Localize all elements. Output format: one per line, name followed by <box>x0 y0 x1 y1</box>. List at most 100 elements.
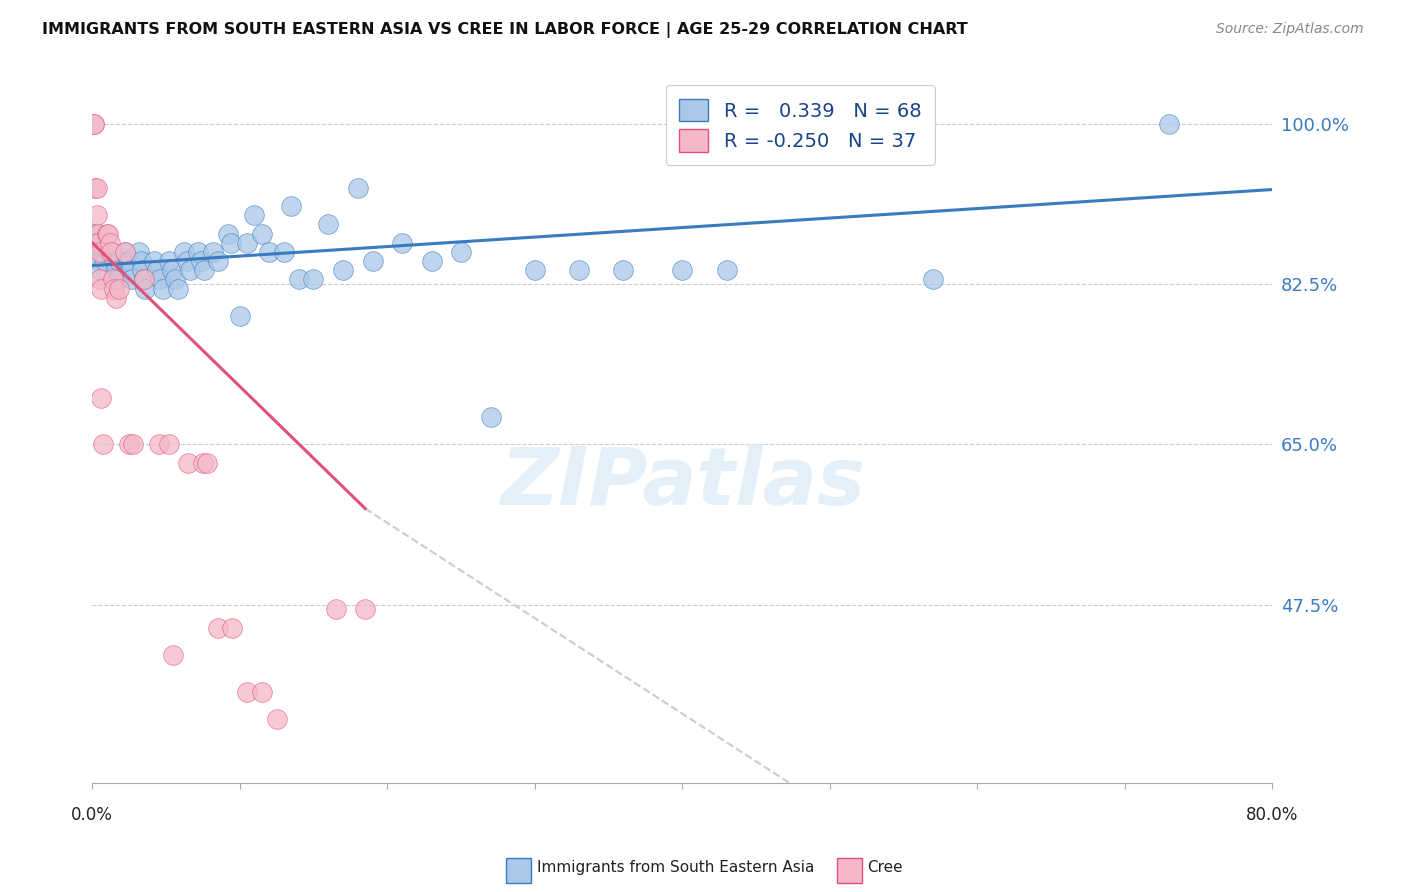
Point <box>190 254 212 268</box>
Point <box>176 254 198 268</box>
Point <box>83 116 105 130</box>
Legend: R =   0.339   N = 68, R = -0.250   N = 37: R = 0.339 N = 68, R = -0.250 N = 37 <box>665 86 935 165</box>
Point <box>89 235 111 250</box>
Point <box>207 621 229 635</box>
Point <box>98 235 121 250</box>
Point <box>114 244 136 259</box>
Point <box>89 272 111 286</box>
Point <box>179 263 201 277</box>
Point <box>922 272 945 286</box>
Point <box>612 263 634 277</box>
Point <box>100 244 122 259</box>
Point <box>157 254 180 268</box>
Point <box>105 272 128 286</box>
Point <box>207 254 229 268</box>
Point <box>266 712 288 726</box>
Point <box>228 309 250 323</box>
Point <box>287 272 309 286</box>
Point <box>568 263 591 277</box>
Text: IMMIGRANTS FROM SOUTH EASTERN ASIA VS CREE IN LABOR FORCE | AGE 25-29 CORRELATIO: IMMIGRANTS FROM SOUTH EASTERN ASIA VS CR… <box>42 22 967 38</box>
Point <box>143 254 166 268</box>
Point <box>361 254 384 268</box>
Text: 80.0%: 80.0% <box>1246 806 1299 824</box>
Point <box>120 263 142 277</box>
Point <box>166 281 188 295</box>
Point <box>101 244 124 259</box>
Point <box>236 235 259 250</box>
Point <box>157 437 180 451</box>
Point <box>162 648 184 662</box>
Point <box>114 244 136 259</box>
Point <box>91 437 114 451</box>
Point <box>173 244 195 259</box>
Point <box>97 227 120 241</box>
Point <box>148 437 170 451</box>
Point <box>84 180 107 194</box>
Point <box>103 281 125 295</box>
Point <box>146 263 169 277</box>
Point <box>332 263 354 277</box>
Point <box>86 180 108 194</box>
Point <box>236 685 259 699</box>
Point <box>250 685 273 699</box>
Point <box>128 244 150 259</box>
Text: Source: ZipAtlas.com: Source: ZipAtlas.com <box>1216 22 1364 37</box>
Point <box>89 263 111 277</box>
Point <box>122 437 145 451</box>
Point <box>129 254 152 268</box>
Point <box>523 263 546 277</box>
Point <box>101 272 124 286</box>
Point <box>273 244 295 259</box>
Point <box>94 254 117 268</box>
Point <box>346 180 368 194</box>
Point <box>104 291 127 305</box>
Point <box>163 272 186 286</box>
Point <box>217 227 239 241</box>
Point <box>87 235 110 250</box>
Point <box>250 227 273 241</box>
Point <box>450 244 472 259</box>
Point <box>195 456 218 470</box>
Point <box>83 235 105 250</box>
Point <box>221 621 243 635</box>
Point <box>107 272 129 286</box>
Point <box>118 437 141 451</box>
Point <box>316 218 339 232</box>
Point <box>91 244 114 259</box>
Point <box>479 409 502 424</box>
Point <box>96 227 118 241</box>
Point <box>1159 116 1181 130</box>
Point <box>354 602 377 616</box>
Point <box>219 235 242 250</box>
Point <box>98 244 121 259</box>
Point <box>152 281 174 295</box>
Point <box>391 235 413 250</box>
Point <box>134 281 156 295</box>
Point <box>325 602 347 616</box>
Point <box>132 272 155 286</box>
Text: Immigrants from South Eastern Asia: Immigrants from South Eastern Asia <box>537 860 814 874</box>
Point <box>716 263 738 277</box>
Point <box>202 244 225 259</box>
Text: 0.0%: 0.0% <box>72 806 112 824</box>
Point <box>117 254 139 268</box>
Point <box>83 116 105 130</box>
Point <box>83 227 105 241</box>
Point <box>243 208 266 222</box>
Point <box>90 281 112 295</box>
Point <box>177 456 200 470</box>
Point <box>89 244 111 259</box>
Point <box>132 272 155 286</box>
Point <box>187 244 209 259</box>
Point <box>107 281 129 295</box>
Point <box>89 244 111 259</box>
Text: ZIPatlas: ZIPatlas <box>499 444 865 522</box>
Point <box>89 254 111 268</box>
Point <box>149 272 172 286</box>
Point <box>103 254 125 268</box>
Point <box>86 208 108 222</box>
Point <box>160 263 183 277</box>
Text: Cree: Cree <box>868 860 903 874</box>
Point <box>191 456 214 470</box>
Point <box>257 244 280 259</box>
